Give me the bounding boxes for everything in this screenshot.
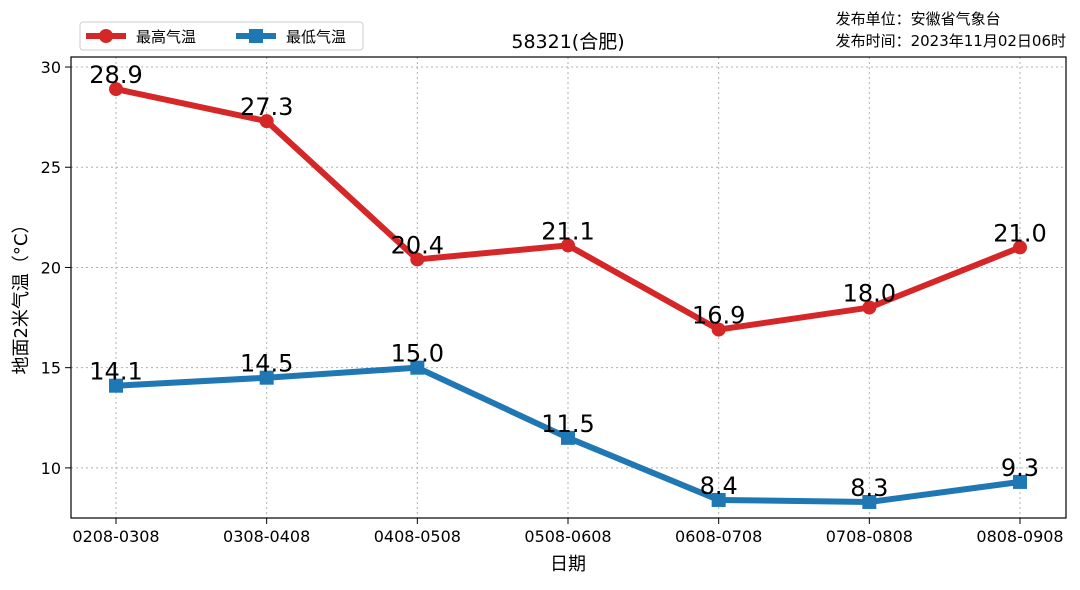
data-point: [862, 494, 877, 509]
issuer-info: 发布单位：安徽省气象台 发布时间：2023年11月02日06时: [836, 8, 1066, 52]
grid: [71, 57, 1066, 518]
data-label: 28.9: [89, 61, 142, 89]
data-label: 21.0: [993, 219, 1046, 247]
x-tick-label: 0408-0508: [374, 527, 461, 546]
data-label: 18.0: [843, 280, 896, 308]
data-label: 9.3: [1001, 454, 1039, 482]
chart-title: 58321(合肥): [511, 31, 624, 53]
data-label: 16.9: [692, 302, 745, 330]
legend-label: 最低气温: [286, 28, 346, 46]
data-point: [109, 82, 123, 97]
legend-item: 最低气温: [236, 28, 346, 46]
series-max-temp: 28.9 27.3 20.4 21.1 16.9 18.0 21.0: [89, 61, 1047, 337]
data-point: [1013, 240, 1027, 255]
y-tick-label: 10: [41, 459, 61, 478]
y-axis-label: 地面2米气温（°C）: [11, 215, 32, 374]
issuer-unit: 发布单位：安徽省气象台: [835, 10, 1001, 28]
data-point: [711, 492, 726, 507]
y-tick-label: 25: [41, 158, 61, 177]
data-label: 11.5: [541, 410, 594, 438]
data-point: [410, 360, 425, 375]
x-tick-label: 0808-0908: [976, 527, 1063, 546]
data-point: [862, 300, 877, 315]
data-label: 20.4: [391, 231, 444, 259]
data-label: 8.3: [850, 474, 888, 502]
data-point: [561, 238, 575, 253]
y-tick-label: 30: [41, 58, 61, 77]
x-tick-label: 0208-0308: [72, 527, 159, 546]
data-point: [561, 430, 575, 445]
data-label: 27.3: [240, 93, 293, 121]
axes: 0208-0308 0308-0408 0408-0508 0508-0608 0608…: [41, 58, 1064, 546]
legend: 最高气温 最低气温: [79, 21, 364, 51]
y-tick-label: 20: [41, 258, 61, 277]
x-tick-label: 0308-0408: [223, 527, 310, 546]
data-label: 14.1: [89, 358, 142, 386]
legend-box: [79, 21, 364, 51]
data-point: [1013, 474, 1027, 489]
x-axis-label: 日期: [550, 554, 586, 575]
legend-marker: [99, 29, 113, 43]
x-tick-label: 0508-0608: [524, 527, 611, 546]
data-point: [410, 252, 425, 267]
data-label: 21.1: [541, 217, 594, 245]
issue-time: 发布时间：2023年11月02日06时: [835, 32, 1066, 50]
y-tick-label: 15: [41, 359, 61, 378]
x-tick-label: 0608-0708: [675, 527, 762, 546]
data-point: [711, 322, 726, 337]
data-label: 8.4: [700, 472, 738, 500]
data-label: 15.0: [391, 340, 444, 368]
data-label: 14.5: [240, 350, 293, 378]
data-point: [109, 378, 123, 393]
data-point: [259, 370, 274, 385]
legend-marker: [249, 29, 263, 43]
series-layer: 28.9 27.3 20.4 21.1 16.9 18.0 21.0 14.1 14.5 15.0…: [89, 61, 1047, 509]
x-tick-label: 0708-0808: [826, 527, 913, 546]
legend-item: 最高气温: [86, 28, 196, 46]
legend-label: 最高气温: [136, 28, 196, 46]
data-point: [259, 114, 274, 129]
series-min-temp: 14.1 14.5 15.0 11.5 8.4 8.3 9.3: [89, 340, 1039, 509]
